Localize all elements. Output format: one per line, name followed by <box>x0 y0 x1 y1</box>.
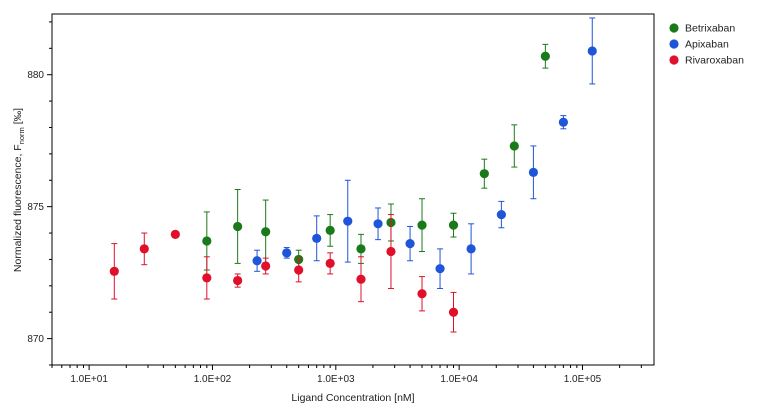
data-point-rivaroxaban <box>202 273 212 283</box>
y-axis-title-main: Normalized fluorescence, F <box>12 144 24 272</box>
data-point-rivaroxaban <box>261 261 271 271</box>
legend-marker-apixaban <box>669 39 679 49</box>
data-point-rivaroxaban <box>417 289 427 299</box>
data-point-betrixaban <box>233 221 243 232</box>
data-point-rivaroxaban <box>386 246 396 257</box>
data-point-rivaroxaban <box>233 275 243 286</box>
x-tick-label: 1.0E+05 <box>564 374 602 385</box>
y-tick-label: 870 <box>27 334 44 345</box>
y-axis-title-unit: [‰] <box>12 108 24 127</box>
data-point-betrixaban <box>202 236 212 246</box>
data-point-apixaban <box>435 264 445 274</box>
data-point-betrixaban <box>509 141 519 151</box>
data-points-layer <box>109 17 597 333</box>
legend: Betrixaban Apixaban Rivaroxaban <box>669 23 744 67</box>
data-point-apixaban <box>343 216 353 226</box>
x-axis-title: Ligand Concentration [nM] <box>291 392 414 404</box>
legend-marker-rivaroxaban <box>669 55 679 65</box>
data-point-apixaban <box>466 244 476 254</box>
data-point-apixaban <box>528 167 539 177</box>
y-tick-label: 875 <box>27 202 44 213</box>
data-point-apixaban <box>282 248 292 258</box>
data-point-betrixaban <box>540 51 550 61</box>
plot-area-border <box>51 13 655 366</box>
data-point-betrixaban <box>261 227 271 237</box>
data-point-rivaroxaban <box>448 307 459 317</box>
data-point-betrixaban <box>325 225 335 236</box>
data-point-rivaroxaban <box>170 229 180 239</box>
legend-label-betrixaban: Betrixaban <box>685 23 735 35</box>
legend-marker-betrixaban <box>669 23 679 33</box>
data-point-apixaban <box>496 209 506 220</box>
plot-frame <box>51 13 655 366</box>
legend-label-rivaroxaban: Rivaroxaban <box>685 55 744 67</box>
x-tick-label: 1.0E+04 <box>440 374 478 385</box>
y-tick-label: 880 <box>27 70 44 81</box>
data-point-rivaroxaban <box>294 265 304 275</box>
data-point-betrixaban <box>417 220 427 230</box>
x-tick-label: 1.0E+02 <box>194 374 232 385</box>
data-point-betrixaban <box>356 244 366 254</box>
data-point-apixaban <box>587 46 597 56</box>
x-tick-label: 1.0E+01 <box>70 374 108 385</box>
data-point-apixaban <box>252 256 262 266</box>
y-axis-title: Normalized fluorescence, Fnorm [‰] <box>12 108 26 272</box>
data-point-apixaban <box>312 233 322 243</box>
y-axis-title-subscript: norm <box>17 127 26 144</box>
series-betrixaban <box>202 43 550 271</box>
data-point-rivaroxaban <box>356 274 366 284</box>
data-point-rivaroxaban <box>139 244 149 254</box>
series-apixaban <box>252 17 597 289</box>
series-rivaroxaban <box>109 214 459 333</box>
data-point-apixaban <box>405 239 415 249</box>
x-tick-label: 1.0E+03 <box>317 374 355 385</box>
legend-label-apixaban: Apixaban <box>685 39 729 51</box>
data-point-apixaban <box>373 219 383 229</box>
data-point-rivaroxaban <box>325 258 335 268</box>
data-point-rivaroxaban <box>109 266 119 276</box>
data-point-betrixaban <box>479 169 489 179</box>
x-axis: 1.0E+01 1.0E+02 1.0E+03 1.0E+04 1.0E+05 <box>51 365 642 385</box>
data-point-betrixaban <box>448 220 459 230</box>
data-point-apixaban <box>558 117 568 127</box>
y-axis: 870 875 880 <box>27 21 52 366</box>
